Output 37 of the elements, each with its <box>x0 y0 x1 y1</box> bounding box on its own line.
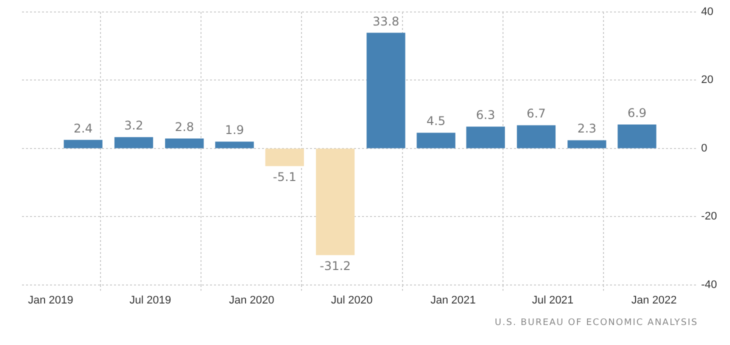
x-tick-label: Jul 2020 <box>330 294 373 306</box>
bar <box>114 137 154 148</box>
y-tick-label: 20 <box>701 74 714 86</box>
y-tick-label: 0 <box>701 142 708 154</box>
y-tick-label: -40 <box>701 278 718 291</box>
x-tick-label: Jul 2021 <box>532 294 574 306</box>
x-tick-label: Jul 2019 <box>129 294 172 306</box>
data-label: 6.9 <box>627 106 647 120</box>
data-label: 1.9 <box>224 123 244 138</box>
data-label: 6.3 <box>476 108 496 122</box>
bar <box>416 132 456 148</box>
bar <box>265 148 304 166</box>
data-label: -31.2 <box>320 258 351 273</box>
bar <box>165 138 204 148</box>
x-tick-label: Jan 2021 <box>430 294 476 306</box>
data-label: 2.8 <box>174 120 194 134</box>
x-tick-label: Jan 2022 <box>631 294 677 306</box>
data-label: 4.5 <box>426 114 446 128</box>
bar <box>215 142 254 148</box>
bar <box>466 126 505 148</box>
data-label: 6.7 <box>526 106 546 121</box>
data-label: -5.1 <box>272 170 296 184</box>
bar <box>618 124 656 148</box>
x-tick-label: Jan 2019 <box>28 294 74 306</box>
x-tick-label: Jan 2020 <box>228 294 274 306</box>
data-label: 33.8 <box>372 14 400 28</box>
y-tick-label: 40 <box>701 6 714 18</box>
y-tick-label: -20 <box>701 210 718 223</box>
data-label: 2.4 <box>74 121 93 136</box>
bar <box>516 125 556 148</box>
bar <box>64 140 102 148</box>
data-label: 2.3 <box>577 122 596 136</box>
text: U.S. BUREAU OF ECONOMIC ANALYSIS <box>494 318 698 328</box>
data-label: 3.2 <box>124 118 144 133</box>
bar <box>316 148 355 256</box>
bar <box>568 140 606 148</box>
bar <box>366 32 406 148</box>
